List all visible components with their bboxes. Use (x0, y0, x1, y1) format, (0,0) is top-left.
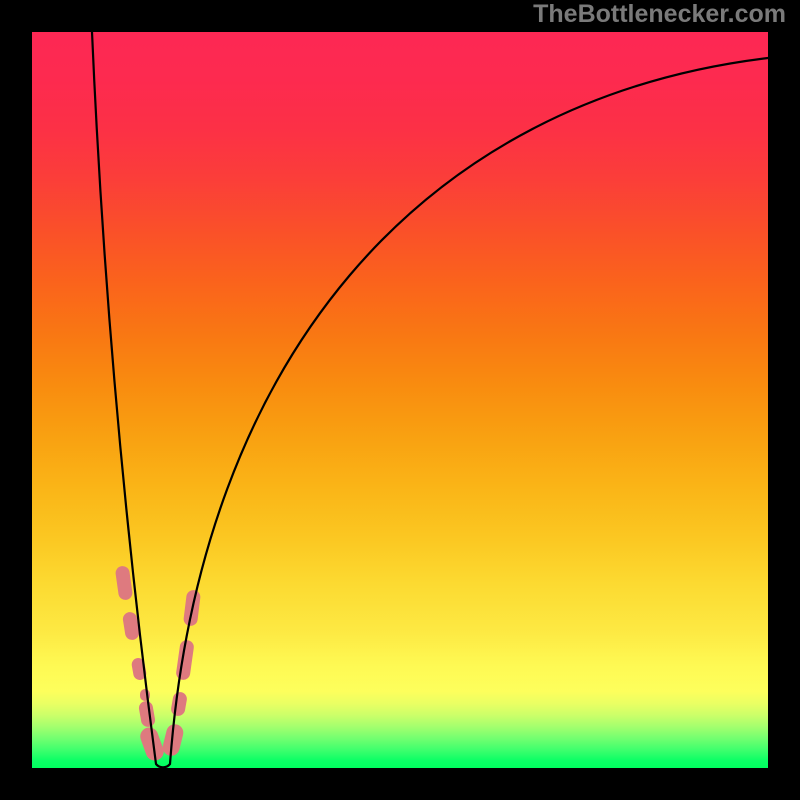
bottleneck-chart-svg (0, 0, 800, 800)
chart-frame: TheBottlenecker.com (0, 0, 800, 800)
watermark-text: TheBottlenecker.com (533, 0, 786, 29)
